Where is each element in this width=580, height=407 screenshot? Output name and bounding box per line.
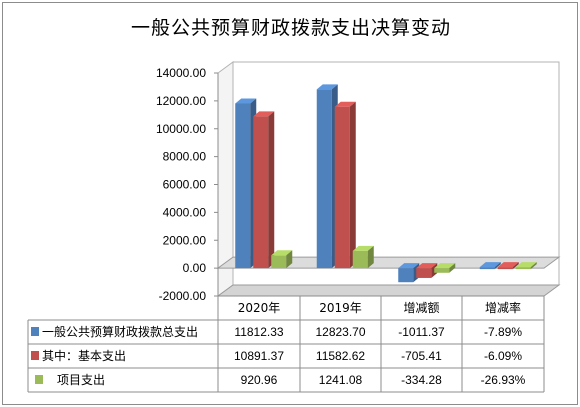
legend-key bbox=[31, 351, 39, 360]
x-category-label: 2020年 bbox=[238, 301, 281, 315]
data-label: -1011.37 bbox=[398, 325, 445, 339]
data-label: -705.41 bbox=[401, 349, 442, 363]
bar-side bbox=[512, 262, 519, 270]
y-tick-label: -2000.00 bbox=[159, 289, 207, 303]
legend-label: 一般公共预算财政拨款总支出 bbox=[42, 324, 198, 339]
bar bbox=[515, 262, 537, 270]
y-tick-label: 4000.00 bbox=[163, 205, 207, 219]
bar-side bbox=[349, 101, 356, 269]
y-tick-label: 0.00 bbox=[183, 261, 207, 275]
bar bbox=[398, 263, 420, 283]
y-tick-label: 10000.00 bbox=[156, 122, 206, 136]
y-tick-label: 8000.00 bbox=[163, 150, 207, 164]
bar bbox=[434, 263, 456, 273]
data-label: 12823.70 bbox=[315, 325, 365, 339]
y-tick-label: 12000.00 bbox=[156, 94, 206, 108]
bar-front bbox=[334, 106, 350, 269]
bar bbox=[271, 250, 293, 269]
bar bbox=[497, 262, 519, 270]
bar-front bbox=[416, 268, 432, 278]
y-tick-label: 2000.00 bbox=[163, 233, 207, 247]
bar-front bbox=[515, 267, 531, 270]
bar-top bbox=[497, 262, 519, 268]
bar-top bbox=[416, 263, 438, 269]
bar-top bbox=[479, 262, 501, 268]
x-category-label: 增减额 bbox=[403, 301, 439, 315]
bar-side bbox=[268, 111, 275, 269]
legend-key bbox=[31, 327, 39, 336]
y-axis: 14000.00 12000.00 10000.00 8000.00 6000.00 40… bbox=[156, 66, 219, 303]
bar-front bbox=[497, 267, 513, 270]
data-label: 10891.37 bbox=[234, 349, 284, 363]
bar-top bbox=[515, 262, 537, 268]
x-category-label: 增减率 bbox=[485, 300, 521, 315]
bar bbox=[352, 245, 374, 269]
data-label: -26.93% bbox=[481, 373, 526, 387]
bar bbox=[334, 101, 356, 269]
y-tick-label: 6000.00 bbox=[163, 178, 207, 192]
bar-front bbox=[271, 255, 287, 269]
data-label: 11812.33 bbox=[234, 325, 283, 339]
bar-top bbox=[398, 263, 420, 269]
bar-side bbox=[286, 250, 293, 269]
bar-top bbox=[271, 250, 293, 256]
data-label: -6.09% bbox=[484, 349, 522, 363]
bar-front bbox=[479, 267, 495, 270]
bar-top bbox=[235, 98, 257, 104]
bar-side bbox=[494, 262, 501, 270]
data-label: -7.89% bbox=[484, 325, 522, 339]
bar-front bbox=[398, 268, 414, 283]
y-tick-label: 14000.00 bbox=[156, 66, 206, 80]
bar-top bbox=[253, 111, 275, 117]
bar-front bbox=[316, 89, 332, 269]
bar bbox=[235, 98, 257, 269]
bar-top bbox=[334, 101, 356, 107]
chart-title: 一般公共预算财政拨款支出决算变动 bbox=[130, 17, 451, 39]
bars bbox=[235, 84, 537, 283]
bar-front bbox=[235, 103, 251, 269]
bar-front bbox=[253, 116, 269, 269]
bar-side bbox=[530, 262, 537, 270]
bottom-floor bbox=[216, 284, 561, 297]
legend-key bbox=[35, 375, 43, 384]
bar bbox=[479, 262, 501, 270]
legend-label: 项目支出 bbox=[57, 373, 105, 387]
bar bbox=[253, 111, 275, 269]
bar-top bbox=[316, 84, 338, 90]
bar-front bbox=[352, 250, 368, 269]
bar-side bbox=[367, 245, 374, 269]
bar-side bbox=[449, 263, 456, 273]
data-label: 920.96 bbox=[241, 373, 278, 387]
legend-label: 其中：基本支出 bbox=[42, 348, 126, 363]
data-label: -334.28 bbox=[401, 373, 442, 387]
bar-top bbox=[352, 245, 374, 251]
data-label: 1241.08 bbox=[319, 373, 363, 387]
x-category-label: 2019年 bbox=[319, 301, 362, 315]
data-label: 11582.62 bbox=[316, 349, 365, 363]
bar bbox=[316, 84, 338, 269]
bar-front bbox=[434, 268, 450, 273]
bar-top bbox=[434, 263, 456, 269]
